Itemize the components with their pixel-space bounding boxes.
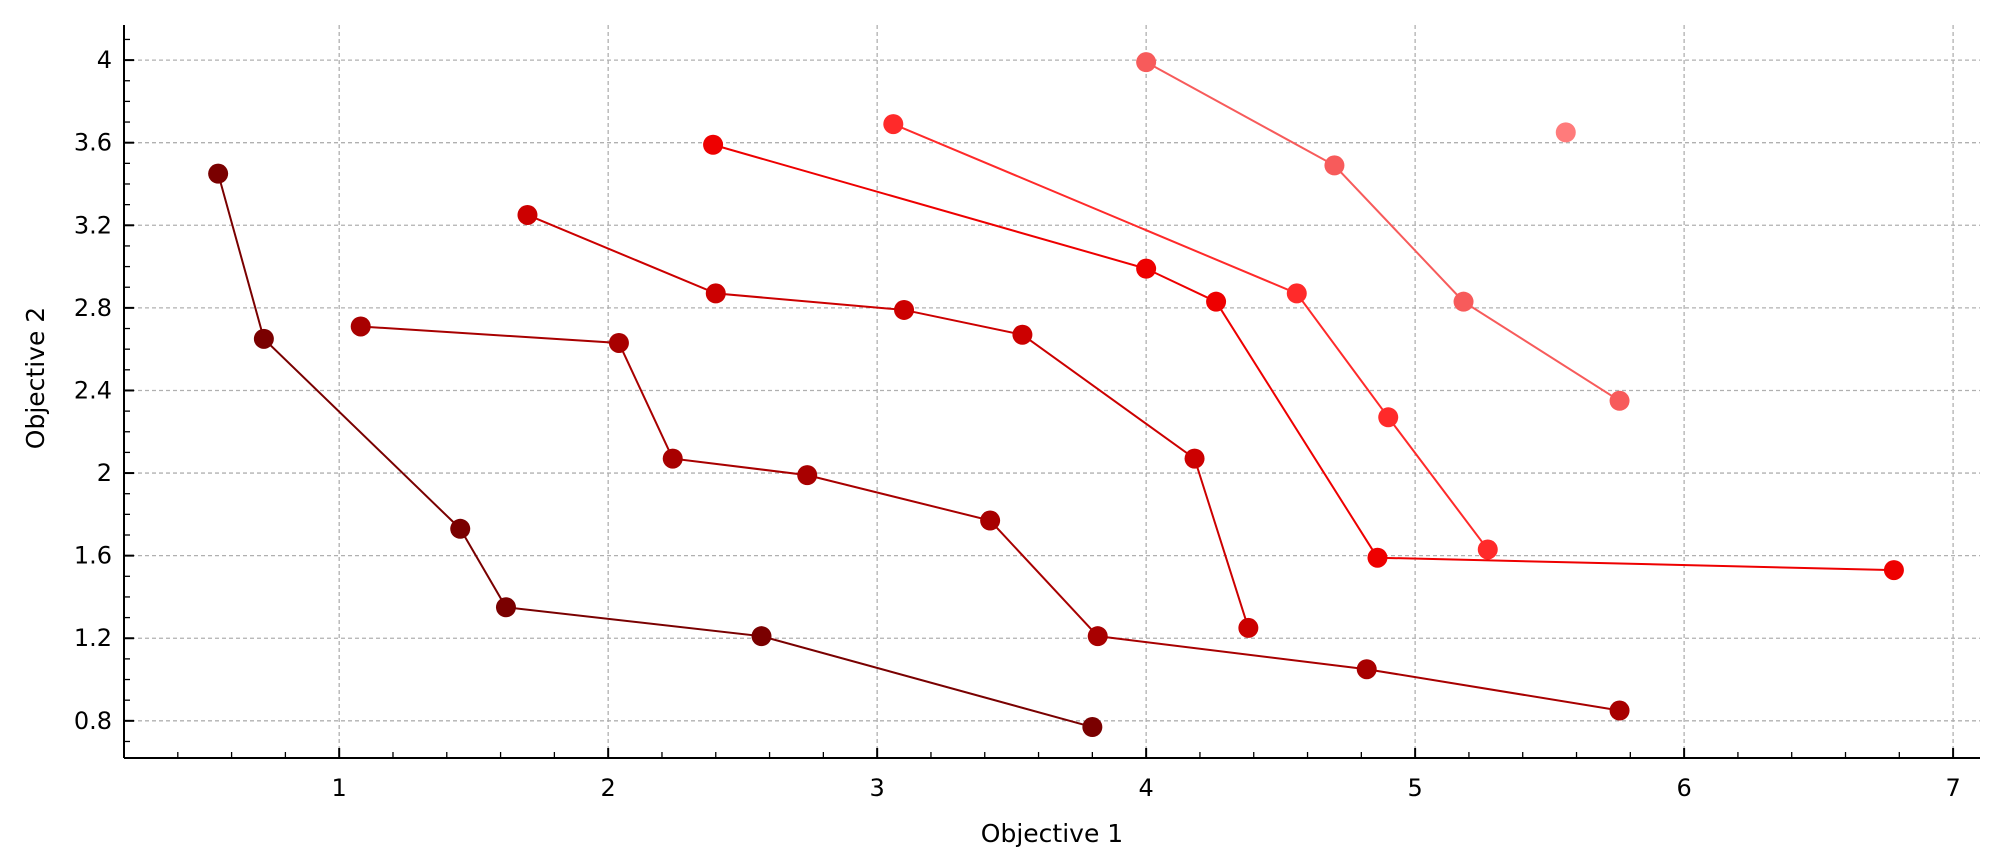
data-point (1367, 547, 1388, 568)
series-7 (1555, 122, 1576, 143)
y-tick-label: 1.6 (74, 542, 112, 570)
series-line (217, 173, 1093, 728)
x-tick-label: 1 (332, 774, 347, 802)
data-point (662, 448, 683, 469)
data-point (1356, 659, 1377, 680)
series-4 (703, 134, 1904, 581)
x-ticks: 1 2 3 4 5 6 7 (123, 748, 1961, 802)
series-line (527, 214, 1250, 629)
data-point (980, 510, 1001, 531)
data-point (517, 204, 538, 225)
data-point (1136, 258, 1157, 279)
data-point (1012, 324, 1033, 345)
series-layer (208, 52, 1904, 738)
data-point (1136, 52, 1157, 73)
data-point (1555, 122, 1576, 143)
data-point (1883, 560, 1904, 581)
series-line (892, 123, 1489, 551)
data-point (1286, 283, 1307, 304)
x-tick-label: 6 (1676, 774, 1691, 802)
data-point (705, 283, 726, 304)
data-point (894, 299, 915, 320)
x-tick-label: 4 (1139, 774, 1154, 802)
data-point (1238, 617, 1259, 638)
x-axis-label: Objective 1 (981, 819, 1123, 848)
series-line (1145, 61, 1621, 402)
x-tick-label: 2 (601, 774, 616, 802)
data-point (208, 163, 229, 184)
y-tick-label: 4 (97, 46, 112, 74)
data-point (350, 316, 371, 337)
x-tick-label: 3 (870, 774, 885, 802)
data-point (1087, 626, 1108, 647)
y-axis-label: Objective 2 (21, 307, 50, 449)
data-point (1609, 390, 1630, 411)
data-point (1324, 155, 1345, 176)
grid (124, 25, 1980, 758)
data-point (253, 328, 274, 349)
y-tick-label: 2.8 (74, 294, 112, 322)
y-tick-label: 0.8 (74, 707, 112, 735)
data-point (1477, 539, 1498, 560)
y-tick-label: 3.2 (74, 211, 112, 239)
y-tick-label: 2.4 (74, 376, 112, 404)
data-point (1453, 291, 1474, 312)
data-point (1378, 407, 1399, 428)
x-tick-label: 7 (1945, 774, 1960, 802)
data-point (883, 114, 904, 135)
data-point (751, 626, 772, 647)
series-5 (883, 114, 1498, 560)
y-ticks: 0.8 1.2 1.6 2 2.4 2.8 3.2 3.6 4 (74, 38, 134, 743)
data-point (1206, 291, 1227, 312)
y-tick-label: 3.6 (74, 129, 112, 157)
data-point (495, 597, 516, 618)
series-6 (1136, 52, 1630, 411)
data-point (450, 518, 471, 539)
series-3 (517, 204, 1259, 638)
data-point (797, 465, 818, 486)
series-1 (208, 163, 1103, 738)
axes (123, 25, 1980, 759)
data-point (608, 332, 629, 353)
x-tick-label: 5 (1407, 774, 1422, 802)
data-point (703, 134, 724, 155)
series-line (712, 143, 1894, 572)
data-point (1609, 700, 1630, 721)
y-tick-label: 2 (97, 459, 112, 487)
series-line (360, 325, 1620, 712)
data-point (1184, 448, 1205, 469)
data-point (1082, 717, 1103, 738)
series-2 (350, 316, 1630, 721)
y-tick-label: 1.2 (74, 624, 112, 652)
